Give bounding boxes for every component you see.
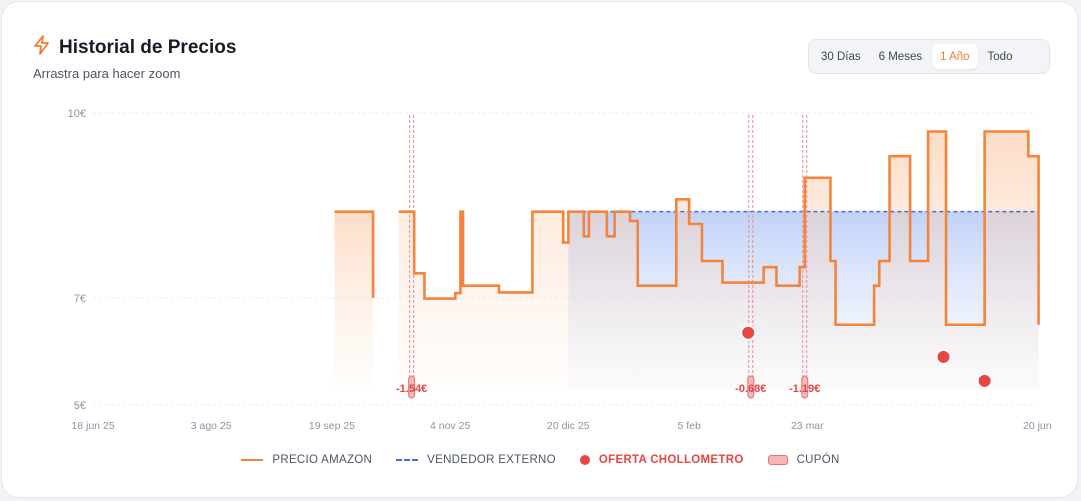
price-chart[interactable]: 10€ 7€ 5€ 18 jun 25 3 ago 25 19 sep 25 4 nov 2… [2, 2, 1078, 452]
coupon-marker [801, 375, 809, 399]
coupon-label: -0.68€ [735, 383, 766, 395]
legend-amazon-swatch [241, 459, 264, 461]
chart-subtitle: Arrastra para hacer zoom [33, 66, 181, 81]
legend-coupon-label: CUPÓN [796, 454, 840, 466]
y-tick-label: 7€ [74, 293, 86, 305]
range-selector: 30 Días 6 Meses 1 Año Todo [808, 39, 1050, 74]
amazon-price-line [334, 210, 375, 298]
coupon-label: -1.19€ [789, 383, 820, 395]
legend-coupon[interactable]: CUPÓN [767, 454, 840, 466]
x-tick-label: 18 jun 25 [71, 420, 114, 432]
x-tick-label: 23 mar [791, 420, 824, 432]
range-all-button[interactable]: Todo [987, 50, 1013, 63]
legend-amazon-label: PRECIO AMAZON [272, 454, 373, 466]
coupon-label: -1.54€ [396, 383, 427, 395]
x-tick-label: 20 dic 25 [547, 420, 590, 432]
legend-offer-label: OFERTA CHOLLOMETRO [598, 454, 744, 466]
offer-point [935, 348, 952, 365]
range-6-months-button[interactable]: 6 Meses [878, 50, 923, 63]
legend-external[interactable]: VENDEDOR EXTERNO [396, 454, 556, 466]
offer-point [740, 324, 757, 341]
y-tick-label: 5€ [74, 400, 86, 412]
legend-offer-swatch [579, 455, 590, 465]
legend-external-swatch [396, 459, 419, 461]
coupon-marker [408, 375, 416, 399]
coupon-marker [747, 375, 755, 399]
coupon-icon [767, 455, 788, 465]
x-tick-label: 3 ago 25 [191, 420, 232, 432]
chart-legend: PRECIO AMAZON VENDEDOR EXTERNO OFERTA CH… [2, 454, 1077, 466]
amazon-price-line [398, 130, 1040, 327]
y-tick-label: 10€ [68, 108, 86, 120]
x-tick-label: 4 nov 25 [430, 420, 470, 432]
header: Historial de Precios [33, 35, 236, 60]
x-tick-label: 20 jun [1023, 420, 1052, 432]
range-30-days-button[interactable]: 30 Días [821, 50, 861, 63]
range-1-year-button[interactable]: 1 Año [932, 44, 978, 69]
legend-amazon[interactable]: PRECIO AMAZON [241, 454, 372, 466]
lightning-icon [33, 35, 51, 60]
x-tick-label: 5 feb [677, 420, 701, 432]
offer-point [976, 372, 993, 389]
legend-offer[interactable]: OFERTA CHOLLOMETRO [579, 454, 744, 466]
x-tick-label: 19 sep 25 [309, 420, 355, 432]
amazon-price-area [334, 211, 374, 389]
amazon-price-area [398, 131, 1039, 389]
chart-title: Historial de Precios [59, 36, 237, 58]
legend-external-label: VENDEDOR EXTERNO [427, 454, 556, 466]
